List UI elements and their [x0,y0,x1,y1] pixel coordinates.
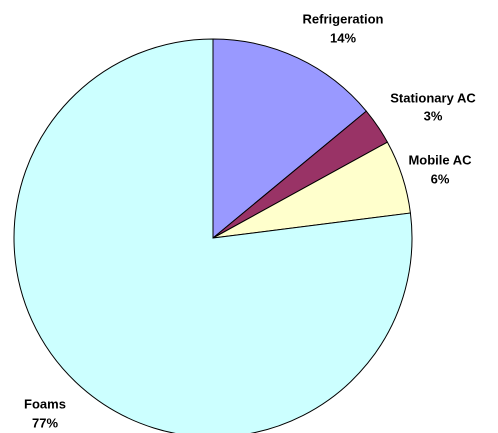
slice-label: Refrigeration [303,11,384,26]
pie-slice [13,38,413,433]
slice-value-label: 14% [330,30,356,45]
pie-slice [212,38,368,240]
slice-value-label: 77% [32,415,58,430]
slice-label: Stationary AC [390,90,476,105]
slice-value-label: 6% [431,171,450,186]
slice-label: Foams [24,396,66,411]
slice-value-label: 3% [424,108,443,123]
slice-label: Mobile AC [408,152,472,167]
